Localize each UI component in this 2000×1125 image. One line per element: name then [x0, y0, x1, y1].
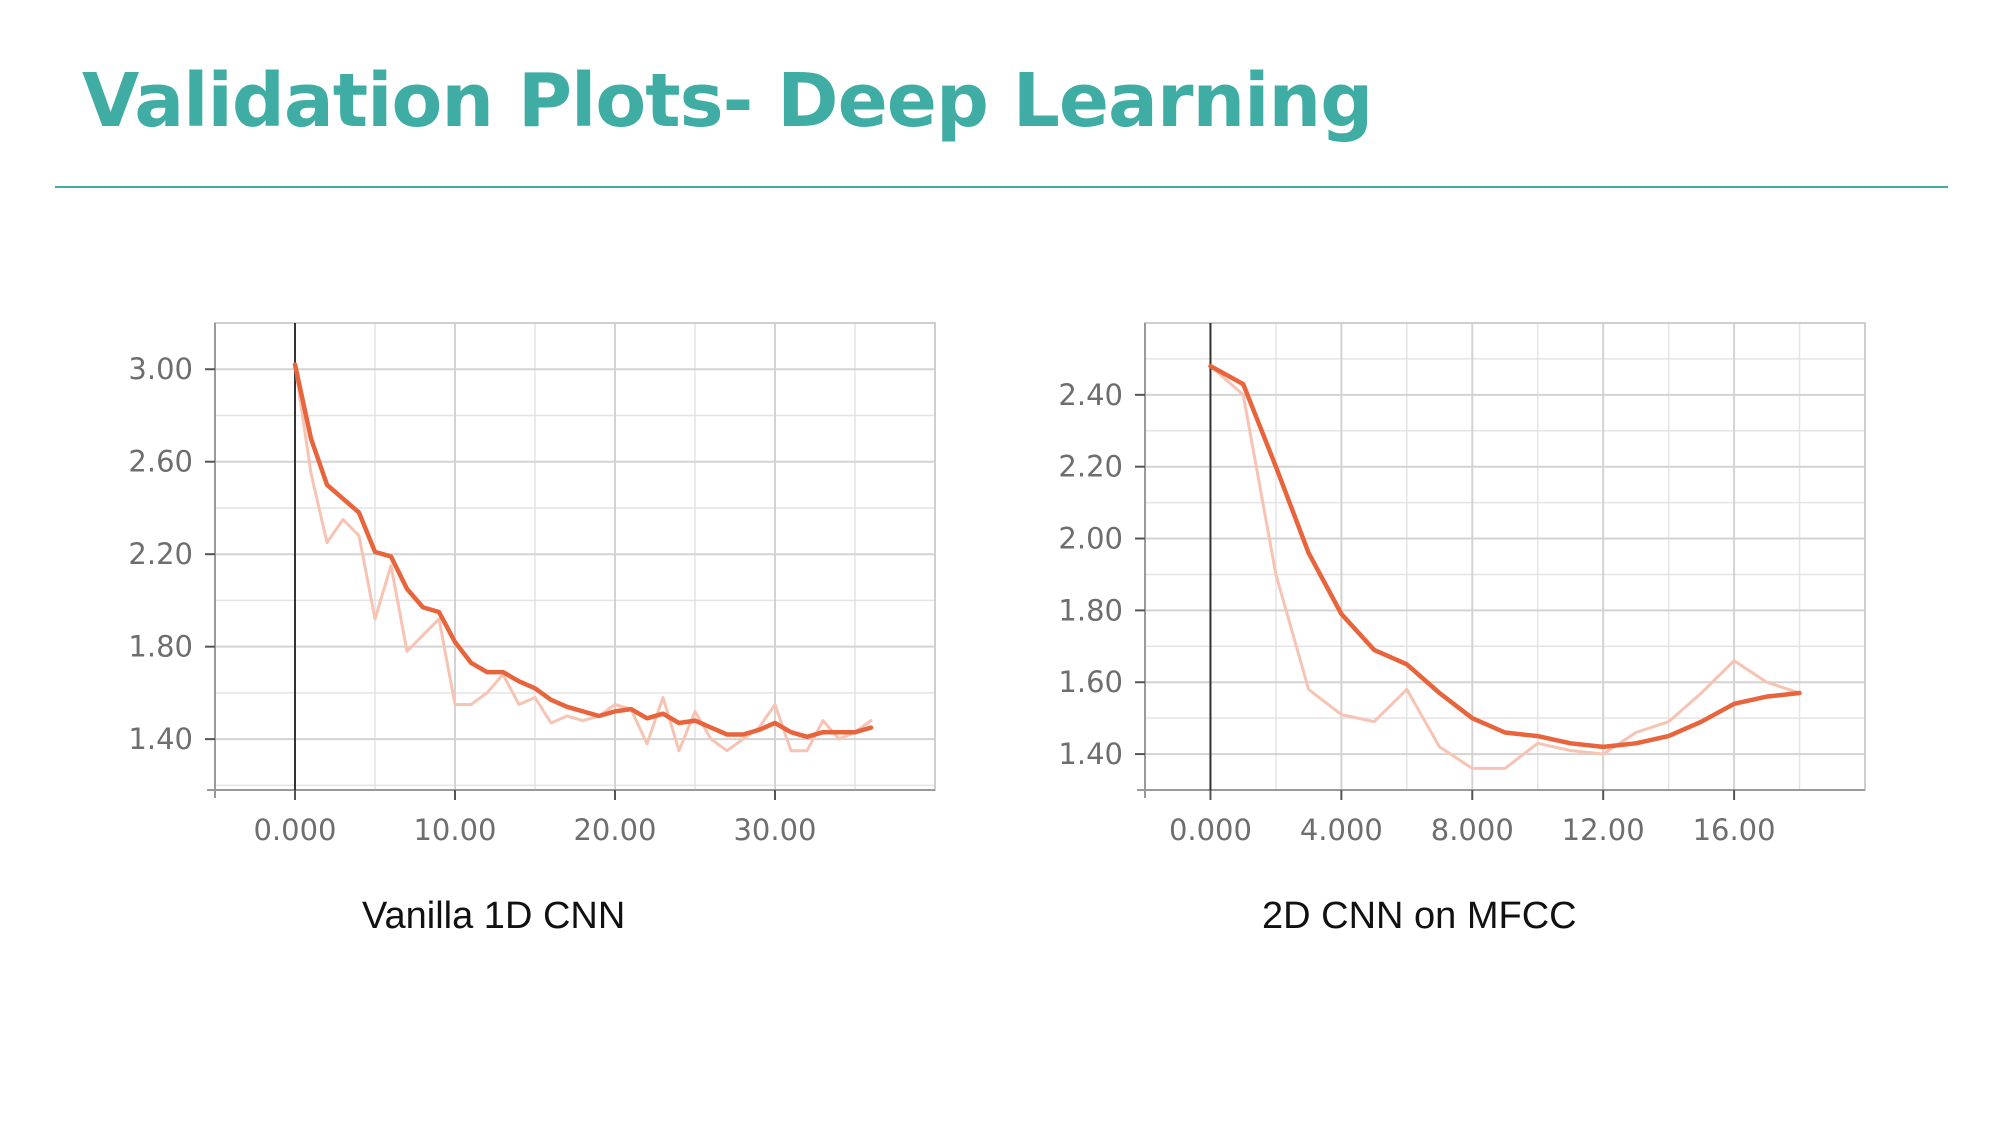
chart-caption-vanilla-1d-cnn: Vanilla 1D CNN	[362, 895, 626, 937]
y-tick-label: 1.40	[128, 722, 193, 756]
x-tick-label: 12.00	[1562, 813, 1645, 847]
series-line-smoothed	[292, 362, 874, 740]
x-tick-label: 16.00	[1693, 813, 1776, 847]
x-tick-label: 4.000	[1300, 813, 1383, 847]
y-tick-label: 2.60	[128, 445, 193, 479]
y-tick-label: 2.20	[1058, 450, 1123, 484]
plot-frame	[1144, 322, 1866, 791]
x-tick-label: 0.000	[253, 813, 336, 847]
y-tick-label: 1.80	[128, 630, 193, 664]
chart-vanilla-1d-cnn: 0.000 10.00 20.00 30.00 3.00 2.60 2.20 1.80 1.40	[128, 322, 936, 847]
x-tick-label: 10.00	[413, 813, 496, 847]
chart-2d-cnn-mfcc: 0.000 4.000 8.000 12.00 16.00 2.40 2.20 2.00 1.8…	[1058, 322, 1866, 847]
y-tick-label: 2.40	[1058, 378, 1123, 412]
slide-title: Validation Plots- Deep Learning	[82, 58, 1373, 144]
y-tick-label: 2.20	[128, 537, 193, 571]
x-tick-label: 0.000	[1169, 813, 1252, 847]
plot-frame	[214, 322, 936, 791]
x-tick-label: 30.00	[733, 813, 816, 847]
series-line-smoothed	[1208, 363, 1802, 750]
title-divider	[55, 186, 1948, 188]
y-tick-label: 1.40	[1058, 737, 1123, 771]
y-tick-label: 2.00	[1058, 522, 1123, 556]
y-tick-label: 3.00	[128, 352, 193, 386]
x-tick-label: 8.000	[1431, 813, 1514, 847]
x-tick-label: 20.00	[573, 813, 656, 847]
y-tick-label: 1.80	[1058, 593, 1123, 627]
y-tick-label: 1.60	[1058, 665, 1123, 699]
series-line-raw	[1209, 364, 1801, 770]
series-line-raw	[293, 363, 873, 753]
chart-caption-2d-cnn-mfcc: 2D CNN on MFCC	[1262, 895, 1577, 937]
